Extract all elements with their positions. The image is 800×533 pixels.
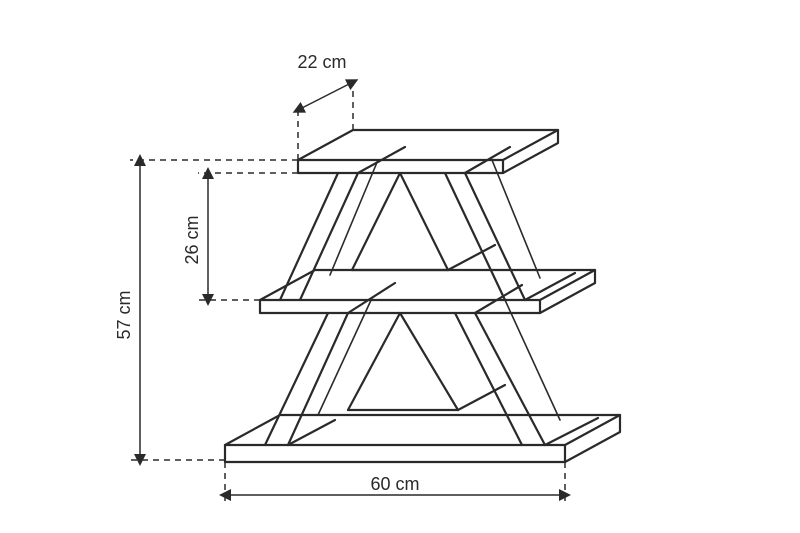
base-plate (225, 415, 620, 462)
dim-depth (298, 78, 353, 160)
dimension-lines (130, 78, 565, 505)
dim-section-height (198, 173, 298, 300)
label-depth: 22 cm (297, 52, 346, 72)
furniture-outline (225, 130, 620, 462)
label-base-width: 60 cm (370, 474, 419, 494)
dimension-labels: 22 cm 57 cm 26 cm 60 cm (114, 52, 420, 494)
dim-total-height (130, 160, 298, 460)
label-section-height: 26 cm (182, 215, 202, 264)
label-total-height: 57 cm (114, 290, 134, 339)
lower-section (260, 270, 598, 445)
technical-drawing: 22 cm 57 cm 26 cm 60 cm (0, 0, 800, 533)
upper-section (280, 130, 575, 300)
